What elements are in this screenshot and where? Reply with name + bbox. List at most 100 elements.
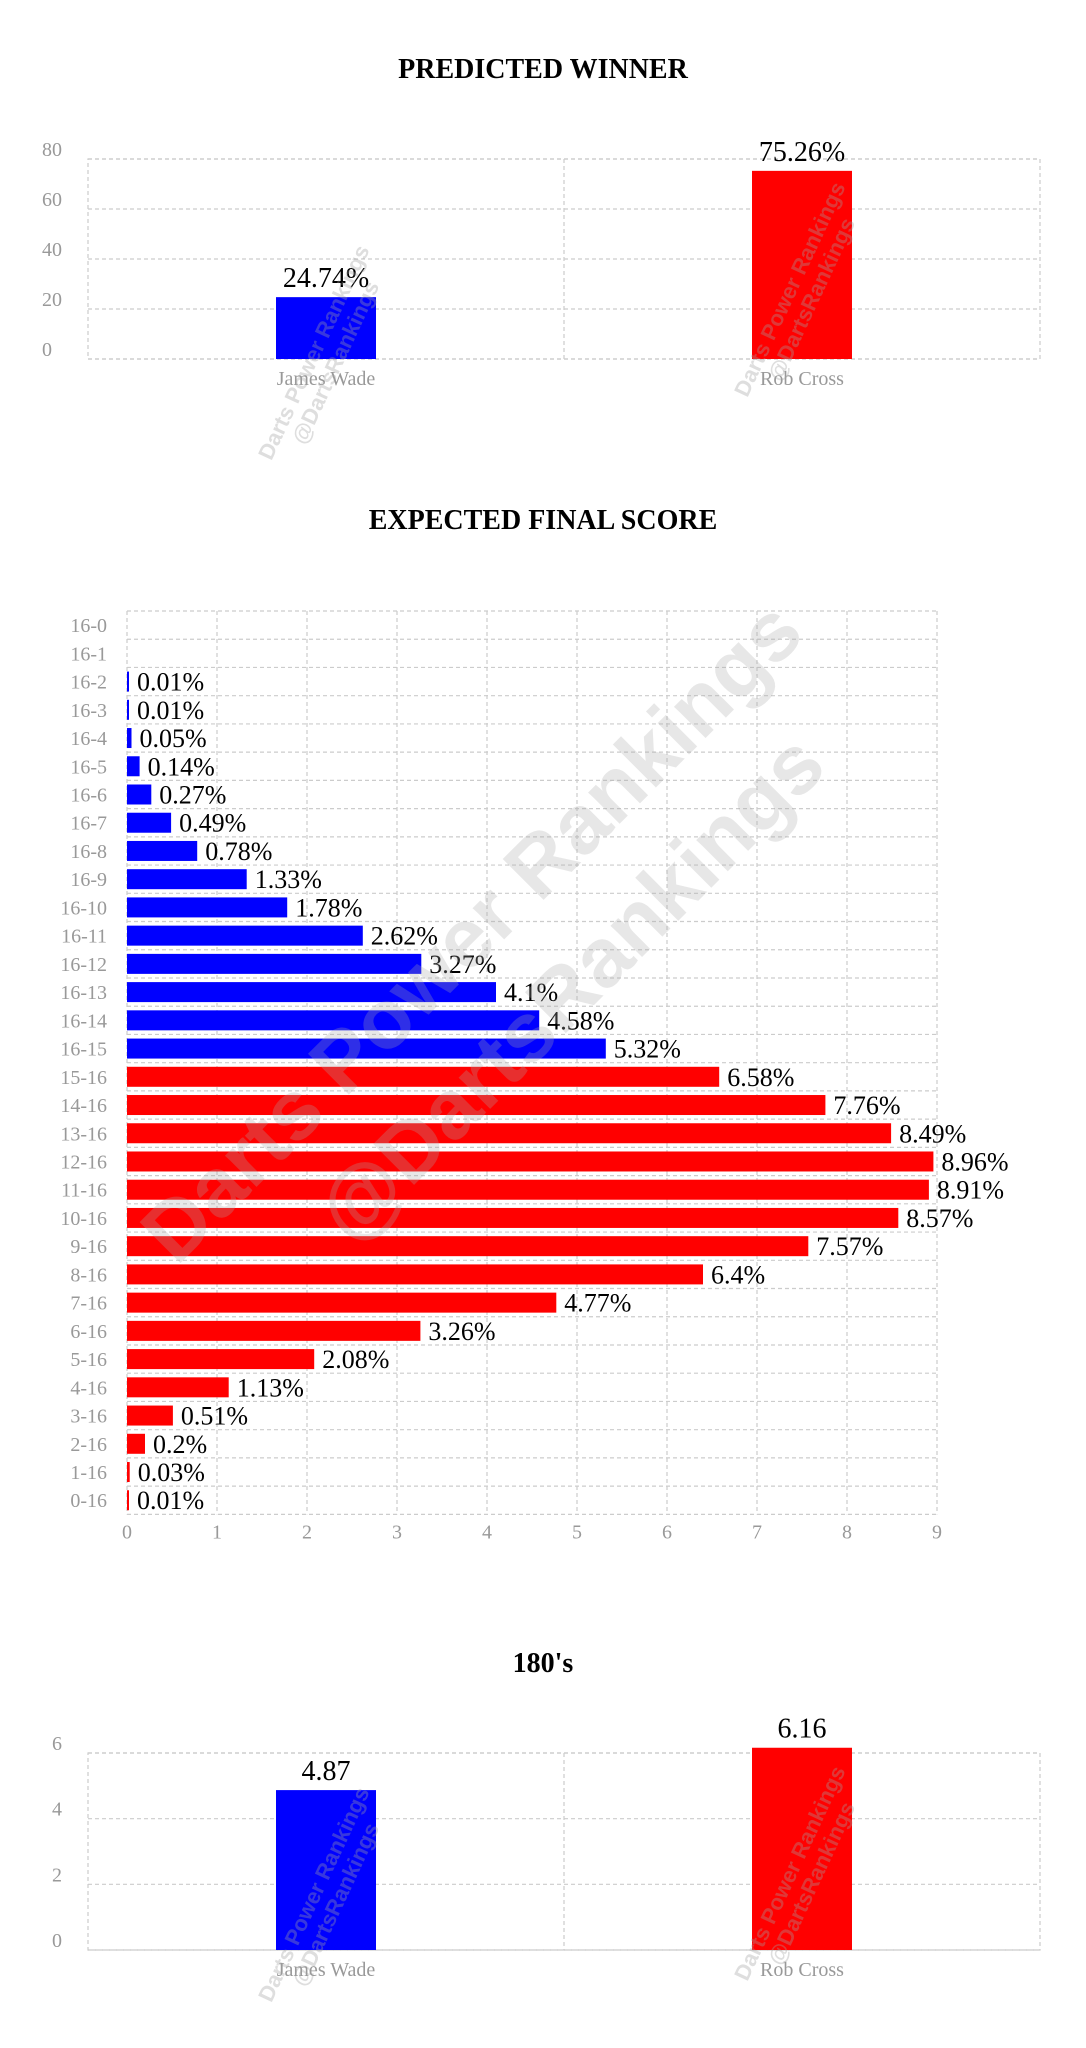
y-tick-0: 0 [52,1930,62,1952]
category-label-10-16: 10-16 [60,1208,107,1230]
x-tick-8: 8 [842,1521,852,1543]
bar-16-8 [127,840,198,861]
category-label-1-16: 1-16 [70,1462,107,1484]
bar-james-wade [276,297,376,359]
bar-16-3 [127,699,129,720]
category-label-16-5: 16-5 [70,756,107,778]
bar-7-16 [127,1292,557,1313]
y-tick-80: 80 [42,139,62,161]
bar-13-16 [127,1123,892,1144]
category-label-2-16: 2-16 [70,1434,107,1456]
bar-rob-cross [752,1747,852,1950]
x-tick-6: 6 [662,1521,672,1543]
category-label-15-16: 15-16 [60,1067,107,1089]
bar-15-16 [127,1066,720,1087]
bar-16-6 [127,784,152,805]
category-label-0-16: 0-16 [70,1490,107,1512]
category-label-16-2: 16-2 [70,672,107,694]
bar-8-16 [127,1264,703,1285]
data-label-16-15: 5.32% [614,1035,681,1064]
data-label-rob-cross: 6.16 [778,1714,827,1745]
bar-16-9 [127,869,247,890]
category-label-13-16: 13-16 [60,1123,107,1145]
data-label-3-16: 0.51% [181,1402,248,1431]
data-label-16-8: 0.78% [205,837,272,866]
category-label-14-16: 14-16 [60,1095,107,1117]
data-label-9-16: 7.57% [816,1232,883,1261]
y-tick-0: 0 [42,339,52,361]
category-label-16-4: 16-4 [70,728,107,750]
data-label-1-16: 0.03% [138,1458,205,1487]
bar-10-16 [127,1207,899,1228]
bar-16-13 [127,982,496,1003]
bar-16-2 [127,671,129,692]
category-label-16-8: 16-8 [70,841,107,863]
chart-title-180s: 180's [512,1648,574,1679]
bar-16-12 [127,953,422,974]
data-label-16-11: 2.62% [371,922,438,951]
data-label-14-16: 7.76% [833,1091,900,1120]
data-label-6-16: 3.26% [428,1317,495,1346]
bar-5-16 [127,1349,315,1370]
category-label-7-16: 7-16 [70,1293,107,1315]
y-tick-60: 60 [42,189,62,211]
category-label-12-16: 12-16 [60,1151,107,1173]
bar-16-5 [127,756,140,777]
data-label-16-6: 0.27% [159,780,226,809]
category-label-16-1: 16-1 [70,643,107,665]
x-tick-2: 2 [302,1521,312,1543]
y-tick-40: 40 [42,239,62,261]
y-tick-2: 2 [52,1864,62,1886]
data-label-12-16: 8.96% [941,1147,1008,1176]
category-label-16-12: 16-12 [60,954,107,976]
category-label-16-13: 16-13 [60,982,107,1004]
category-label-5-16: 5-16 [70,1349,107,1371]
category-label-james-wade: James Wade [277,368,376,390]
bar-rob-cross [752,170,852,359]
chart-title-expected-final-score: EXPECTED FINAL SCORE [368,505,718,536]
category-label-6-16: 6-16 [70,1321,107,1343]
x-tick-4: 4 [482,1521,492,1543]
data-label-10-16: 8.57% [906,1204,973,1233]
x-tick-1: 1 [212,1521,222,1543]
bar-11-16 [127,1179,929,1200]
data-label-16-12: 3.27% [429,950,496,979]
category-label-16-15: 16-15 [60,1039,107,1061]
category-label-16-9: 16-9 [70,869,107,891]
data-label-16-3: 0.01% [137,696,204,725]
y-tick-20: 20 [42,289,62,311]
data-label-7-16: 4.77% [564,1289,631,1318]
category-label-rob-cross: Rob Cross [760,368,844,390]
data-label-11-16: 8.91% [937,1176,1004,1205]
data-label-james-wade: 4.87 [302,1756,351,1787]
data-label-16-5: 0.14% [148,752,215,781]
bar-16-15 [127,1038,606,1059]
chart-title-predicted-winner: PREDICTED WINNER [398,54,688,85]
data-label-2-16: 0.2% [153,1430,207,1459]
y-tick-6: 6 [52,1733,62,1755]
data-label-13-16: 8.49% [899,1119,966,1148]
data-label-0-16: 0.01% [137,1486,204,1515]
bar-0-16 [127,1490,129,1511]
x-tick-9: 9 [932,1521,942,1543]
x-tick-3: 3 [392,1521,402,1543]
bar-16-10 [127,897,288,918]
bar-16-14 [127,1010,540,1031]
bar-16-7 [127,812,172,833]
data-label-8-16: 6.4% [711,1260,765,1289]
category-label-9-16: 9-16 [70,1236,107,1258]
data-label-5-16: 2.08% [322,1345,389,1374]
expected-final-score-chart: 0 1 2 3 4 5 6 7 8 9 16-0 16-1 16-2 0.01% 16-3 0.01% 16-4… [60,583,1008,1544]
category-label-4-16: 4-16 [70,1377,107,1399]
data-label-james-wade: 24.74% [283,263,369,294]
category-label-16-11: 16-11 [61,926,107,948]
bar-3-16 [127,1405,173,1426]
bar-12-16 [127,1151,934,1172]
bar-2-16 [127,1433,145,1454]
data-label-16-7: 0.49% [179,809,246,838]
bar-4-16 [127,1377,229,1398]
bar-9-16 [127,1236,809,1257]
category-label-11-16: 11-16 [61,1180,107,1202]
